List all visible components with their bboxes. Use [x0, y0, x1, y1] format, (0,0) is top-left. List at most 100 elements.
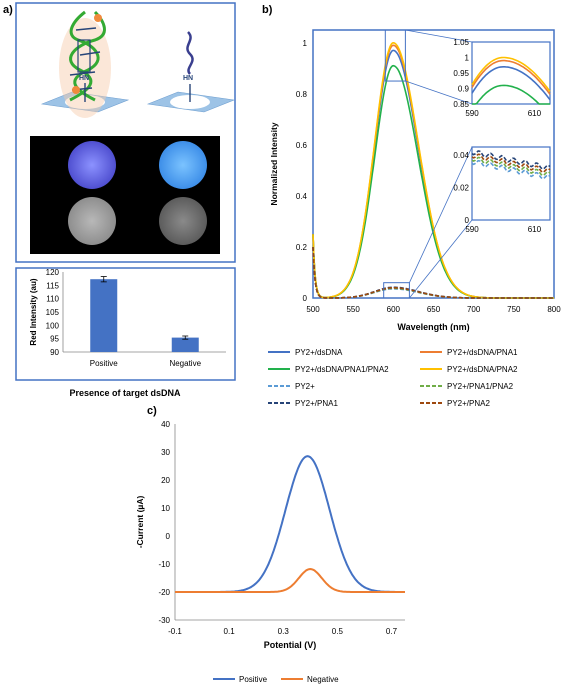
chart-c-x-tick-label: 0.3: [278, 627, 290, 636]
chart-a-bar: [171, 337, 199, 352]
chart-b-inset-top-line: [471, 56, 551, 92]
chart-a-y-tick-label: 95: [50, 335, 59, 344]
chart-a-x-tick-label: Negative: [169, 359, 201, 368]
chart-b-y-axis-label: Normalized Intensity: [269, 122, 279, 205]
chart-a-y-tick-label: 115: [46, 281, 59, 290]
chart-b-legend-label: PY2+/PNA1: [295, 399, 338, 408]
chart-b-x-tick-label: 550: [346, 305, 360, 314]
spot-positive-color: [68, 141, 116, 189]
chart-c: -30 -20 -10 0 10 20 30 40 -0.1 0.1 0.3 0.5 0.7 -Curre…: [135, 420, 405, 684]
chart-c-series-line: [175, 567, 405, 593]
panel-label-b: b): [262, 4, 273, 16]
chart-b-connector: [405, 29, 473, 43]
panel-a-image-frame: [15, 2, 236, 263]
chart-b-connector: [405, 80, 473, 105]
chart-b-series-line: [312, 246, 554, 299]
pna-box: [77, 39, 91, 73]
chart-c-legend-label: Positive: [239, 675, 268, 684]
chart-b-legend-label: PY2+/dsDNA/PNA1: [447, 348, 518, 357]
chart-b-series-line: [312, 246, 554, 299]
chart-a: 90 95 100 105 110 115 120 Positive Negative Red I…: [29, 268, 226, 398]
hn-label-right: HN: [183, 75, 193, 82]
chart-b-inset-bottom-x-tick: 590: [465, 225, 479, 234]
chart-b-zoom-box-bottom: [383, 282, 410, 299]
chart-c-y-axis-label: -Current (µA): [135, 496, 145, 549]
chart-c-y-tick-label: 30: [161, 448, 170, 457]
chart-b-inset-bottom-x-tick: 610: [528, 225, 542, 234]
chart-b-inset-top-y-tick: 0.95: [453, 69, 469, 78]
chart-b-x-tick-label: 600: [387, 305, 401, 314]
chart-b-inset-top-line: [472, 84, 550, 105]
chart-b-y-tick-label: 0.2: [296, 243, 308, 252]
chart-a-x-axis-label: Presence of target dsDNA: [69, 388, 181, 398]
chart-b-inset-top-x-tick: 610: [528, 109, 542, 118]
chart-b: 500 550 600 650 700 750 800 0 0.2 0.4 0.6 0.8 1 Norma…: [268, 29, 561, 408]
chart-b-x-tick-label: 700: [467, 305, 481, 314]
hn-label-left: HN: [79, 75, 89, 82]
chart-b-legend: PY2+/dsDNA PY2+/dsDNA/PNA1 PY2+/dsDNA/PNA1…: [268, 348, 518, 408]
chart-a-y-axis-label: Red Intensity (au): [29, 278, 38, 345]
chart-b-y-tick-label: 0.8: [296, 90, 308, 99]
chart-c-y-tick-label: 40: [161, 420, 170, 429]
chart-c-x-tick-label: -0.1: [168, 627, 182, 636]
chart-b-legend-label: PY2+/dsDNA/PNA2: [447, 365, 518, 374]
chart-a-y-tick-label: 90: [50, 348, 59, 357]
chart-b-connector: [409, 219, 473, 299]
chart-b-y-tick-label: 0: [303, 294, 308, 303]
chart-b-plot-frame: [312, 29, 555, 299]
chart-b-inset-bottom-line: [471, 159, 551, 180]
chart-b-inset-bottom-frame: [471, 146, 551, 221]
panel-a-chart-frame: [15, 267, 236, 381]
chart-b-inset-top-line: [471, 66, 551, 101]
chart-b-inset-top-y-tick: 1: [465, 54, 470, 63]
chart-a-y-tick-label: 100: [46, 321, 60, 330]
chart-c-x-tick-label: 0.1: [224, 627, 236, 636]
chart-b-legend-label: PY2+/dsDNA: [295, 348, 343, 357]
chart-b-y-tick-label: 1: [303, 39, 308, 48]
chart-a-bar: [90, 279, 118, 352]
chart-c-y-tick-label: 20: [161, 476, 170, 485]
fluorescence-images: [30, 136, 220, 254]
chart-b-inset-top-y-tick: 0.9: [458, 85, 470, 94]
pna-strand-right: [186, 31, 194, 75]
chart-c-x-tick-label: 0.7: [386, 627, 398, 636]
chart-b-x-tick-label: 750: [507, 305, 521, 314]
chart-b-inset-bottom-y-tick: 0.04: [453, 151, 469, 160]
chart-b-x-axis-label: Wavelength (nm): [397, 322, 469, 332]
chart-b-legend-label: PY2+: [295, 382, 315, 391]
chart-c-y-tick-label: -10: [158, 560, 170, 569]
panel-label-a: a): [3, 4, 13, 16]
chart-b-inset-bottom-y-tick: 0.02: [453, 184, 469, 193]
chart-c-y-tick-label: -30: [158, 616, 170, 625]
spot-negative-color: [159, 141, 207, 189]
chart-c-y-tick-label: 10: [161, 504, 170, 513]
chart-b-legend-label: PY2+/PNA1/PNA2: [447, 382, 514, 391]
chart-a-y-tick-label: 105: [46, 308, 60, 317]
chart-b-inset-top-line: [471, 59, 551, 95]
chart-a-x-tick-label: Positive: [90, 359, 119, 368]
glow-left: [59, 18, 111, 118]
chart-c-y-tick-label: -20: [158, 588, 170, 597]
chart-b-inset-top-y-tick: 0.85: [453, 100, 469, 109]
chart-b-inset-top-x-tick: 590: [465, 109, 479, 118]
chart-b-inset-top-y-tick: 1.05: [453, 38, 469, 47]
chart-c-legend: Positive Negative: [213, 675, 339, 684]
spot-negative-red: [159, 197, 207, 245]
chart-b-x-tick-label: 650: [427, 305, 441, 314]
chart-c-series-line: [175, 455, 405, 593]
chart-b-x-tick-label: 500: [306, 305, 320, 314]
chart-b-series-line: [312, 246, 554, 299]
chart-b-inset-bottom-line: [471, 156, 551, 177]
chart-a-y-tick-label: 120: [46, 268, 60, 277]
dye-1: [72, 86, 80, 94]
chart-b-legend-label: PY2+/dsDNA/PNA1/PNA2: [295, 365, 389, 374]
dye-2: [94, 14, 102, 22]
chart-b-inset-bottom-line: [471, 150, 551, 170]
helix-strand-1: [69, 10, 106, 102]
chart-b-x-tick-label: 800: [547, 305, 561, 314]
chart-a-y-tick-label: 110: [46, 295, 59, 304]
chart-b-series-line: [312, 246, 554, 299]
chart-c-x-tick-label: 0.5: [332, 627, 344, 636]
panel-label-c: c): [147, 405, 157, 417]
